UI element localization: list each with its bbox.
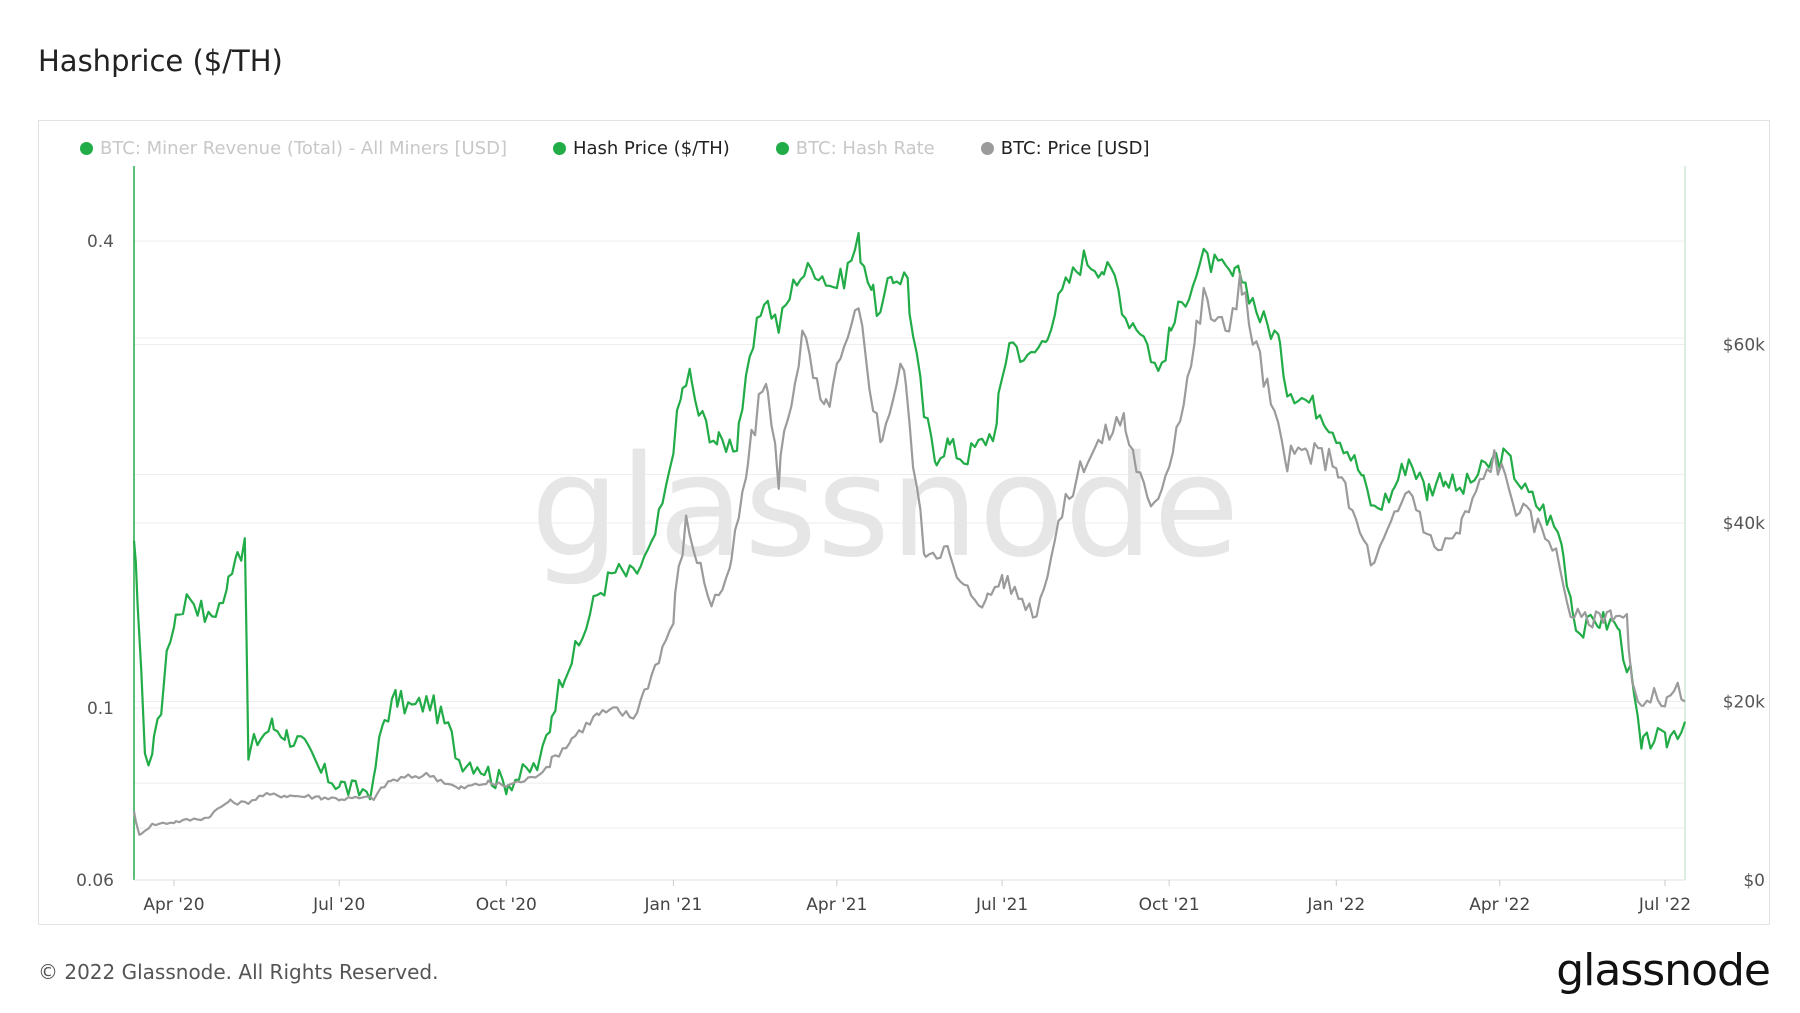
series-lines [132,231,1687,836]
left-tick-label-0: 0.4 [87,232,114,252]
right-tick-label-1: $40k [1723,514,1765,534]
page-title: Hashprice ($/TH) [38,44,283,78]
legend-dot-hash-rate [775,142,789,155]
legend-item-hash-rate[interactable]: BTC: Hash Rate [775,138,935,159]
chart-legend: BTC: Miner Revenue (Total) - All Miners … [80,138,1196,159]
x-tick-label-8: Apr '22 [1469,895,1530,915]
series-line-btc-price [132,272,1686,836]
legend-item-miner-revenue[interactable]: BTC: Miner Revenue (Total) - All Miners … [80,138,507,159]
x-tick-label-2: Oct '20 [476,895,537,915]
x-tick-label-7: Jan '22 [1306,895,1365,915]
watermark-text: glassnode [531,426,1240,589]
legend-dot-hash-price [552,142,566,155]
series-line-hash-price [132,231,1687,801]
legend-dot-btc-price [980,142,994,155]
legend-label-hash-price: Hash Price ($/TH) [572,138,730,159]
x-tick-label-1: Jul '20 [312,895,365,915]
legend-label-hash-rate: BTC: Hash Rate [795,138,935,159]
x-tick-label-9: Jul '22 [1638,895,1691,915]
legend-label-miner-revenue: BTC: Miner Revenue (Total) - All Miners … [100,138,507,159]
left-tick-label-1: 0.1 [87,699,114,719]
brand-logo[interactable]: glassnode [1556,945,1771,996]
legend-dot-miner-revenue [80,142,93,155]
tick-labels: 0.4 0.1 0.06 $60k $40k $20k $0 Apr '20 Jul '20 Oc… [76,232,1765,915]
axes [133,166,1686,886]
legend-label-btc-price: BTC: Price [USD] [1000,138,1150,159]
right-tick-label-2: $20k [1723,693,1765,713]
legend-item-btc-price[interactable]: BTC: Price [USD] [980,138,1150,159]
left-tick-label-2: 0.06 [76,871,114,891]
x-tick-label-6: Oct '21 [1139,895,1200,915]
legend-item-hash-price[interactable]: Hash Price ($/TH) [552,138,730,159]
x-tick-label-3: Jan '21 [643,895,702,915]
copyright-footer: © 2022 Glassnode. All Rights Reserved. [38,960,439,984]
x-tick-label-5: Jul '21 [975,895,1028,915]
chart-frame [38,120,1770,925]
x-tick-label-4: Apr '21 [806,895,867,915]
right-tick-label-3: $0 [1743,871,1765,891]
right-tick-label-0: $60k [1723,336,1765,356]
x-tick-label-0: Apr '20 [143,895,204,915]
